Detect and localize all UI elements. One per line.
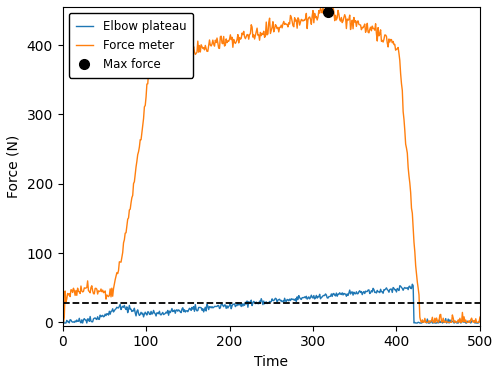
Elbow plateau <box>334 294 340 299</box>
Elbow plateau <box>212 304 218 309</box>
Elbow plateau <box>60 320 66 324</box>
Force meter <box>164 54 170 59</box>
Force meter <box>182 53 188 58</box>
X-axis label: Time: Time <box>254 355 288 369</box>
Line: Force meter: Force meter <box>62 7 480 322</box>
Y-axis label: Force (N): Force (N) <box>7 135 21 198</box>
Elbow plateau <box>477 319 483 324</box>
Force meter <box>407 181 413 185</box>
Force meter <box>477 315 483 319</box>
Force meter <box>60 317 66 321</box>
Elbow plateau <box>329 294 335 299</box>
Elbow plateau <box>410 282 416 287</box>
Elbow plateau <box>62 321 68 325</box>
Force meter <box>212 38 218 42</box>
Legend: Elbow plateau, Force meter, Max force: Elbow plateau, Force meter, Max force <box>68 13 194 78</box>
Elbow plateau <box>406 284 412 289</box>
Force meter <box>329 9 335 13</box>
Elbow plateau <box>164 311 170 315</box>
Force meter <box>335 8 341 13</box>
Elbow plateau <box>182 308 188 312</box>
Line: Elbow plateau: Elbow plateau <box>62 284 480 323</box>
Force meter <box>60 320 66 324</box>
Force meter <box>330 5 336 9</box>
